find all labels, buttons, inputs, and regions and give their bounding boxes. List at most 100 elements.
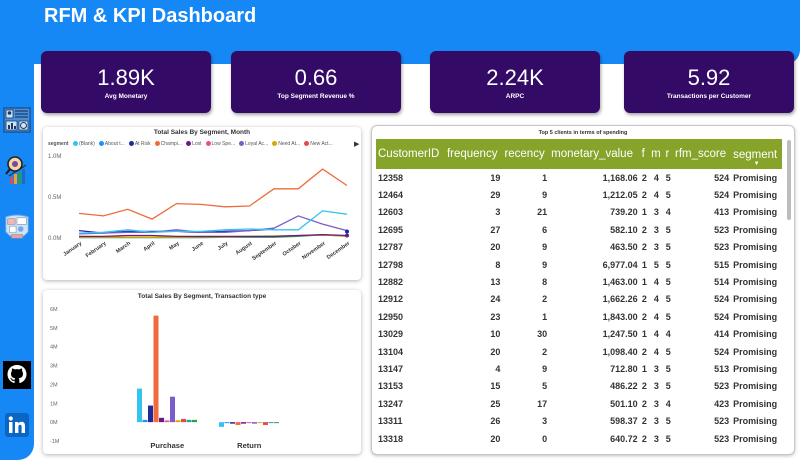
legend-item[interactable]: Loyal Ac... [239, 141, 268, 147]
table-row[interactable]: 12882 13 8 1,463.00 1 4 5 514 Promising [376, 273, 782, 290]
legend-item[interactable]: Need At... [272, 141, 300, 147]
table-row[interactable]: 12798 8 9 6,977.04 1 5 5 515 Promising [376, 256, 782, 273]
legend-item[interactable]: Low Spe... [205, 141, 235, 147]
column-header-label: recency [504, 148, 545, 160]
bar-return-at-risk[interactable] [230, 422, 235, 424]
table-row[interactable]: 12912 24 2 1,662.26 2 4 5 524 Promising [376, 291, 782, 308]
series-line--blank-[interactable] [78, 210, 348, 234]
bar-purchase-new-active[interactable] [181, 418, 186, 423]
table-row[interactable]: 12603 3 21 739.20 1 3 4 413 Promising [376, 204, 782, 221]
cell-f: 2 [641, 224, 647, 235]
y-tick-label: 2M [50, 382, 58, 388]
table-row[interactable]: 12358 19 1 1,168.06 2 4 5 524 Promising [376, 169, 782, 186]
series-line-champions[interactable] [78, 168, 348, 220]
bar-return--blank-[interactable] [219, 422, 224, 427]
column-header-label: m [651, 148, 661, 160]
table-row[interactable]: 13147 4 9 712.80 1 3 5 513 Promising [376, 360, 782, 377]
table-row[interactable]: 12950 23 1 1,843.00 2 4 5 524 Promising [376, 308, 782, 325]
legend-dot [72, 141, 78, 146]
bar-purchase-at-risk[interactable] [148, 405, 153, 423]
column-header-f[interactable]: f [639, 139, 650, 169]
bar-return-about-to-sleep[interactable] [224, 422, 230, 424]
bar-return-lost[interactable] [241, 422, 246, 424]
cell-r: 5 [665, 259, 671, 270]
cell-segment: Promising [733, 294, 778, 305]
cell-r: 4 [665, 207, 671, 218]
bar-return-loyal-accounts[interactable] [252, 422, 257, 424]
legend-item[interactable]: At Risk [128, 141, 151, 147]
bar-purchase-low-spenders[interactable] [164, 420, 170, 423]
cell-customerid: 13247 [378, 398, 404, 409]
bar-purchase--blank-[interactable] [137, 388, 142, 423]
cell-f: 2 [641, 242, 647, 253]
bar-return-potential[interactable] [268, 422, 274, 424]
table-row[interactable]: 13318 20 0 640.72 2 3 5 523 Promising [376, 430, 782, 447]
column-header-r[interactable]: r [663, 139, 673, 169]
github-icon[interactable] [3, 361, 31, 389]
dashboard-collage-icon[interactable] [3, 212, 31, 246]
column-header-frequency[interactable]: frequency [444, 139, 503, 169]
cell-f: 1 [641, 277, 647, 288]
legend-label: Champi... [160, 141, 183, 147]
y-tick-label: 4M [50, 345, 58, 351]
legend-dot [128, 141, 134, 146]
cell-customerid: 12464 [378, 190, 404, 201]
table-scrollbar[interactable] [787, 140, 791, 220]
table-row[interactable]: 13247 25 17 501.10 2 3 4 423 Promising [376, 395, 782, 412]
bar-purchase-champions[interactable] [153, 315, 159, 423]
column-header-customerid[interactable]: CustomerID [376, 139, 445, 169]
column-header-m[interactable]: m [649, 139, 664, 169]
table-row[interactable]: 12695 27 6 582.10 2 3 5 523 Promising [376, 221, 782, 238]
bar-purchase-need-attention[interactable] [175, 420, 181, 423]
cell-customerid: 13311 [378, 416, 403, 427]
legend-item[interactable]: About t... [98, 141, 125, 147]
analytics-search-icon[interactable] [3, 156, 31, 184]
table-row[interactable]: 13104 20 2 1,098.40 2 4 5 524 Promising [376, 343, 782, 360]
column-header-recency[interactable]: recency [502, 139, 550, 169]
legend-item[interactable]: Champi... [154, 141, 183, 147]
legend-item[interactable]: (Blank) [72, 141, 95, 147]
cell-m: 3 [653, 416, 659, 427]
table-row[interactable]: 13311 26 3 598.37 2 3 5 523 Promising [376, 412, 782, 429]
table-row[interactable]: 13029 10 30 1,247.50 1 4 4 414 Promising [376, 326, 782, 343]
line-chart-card[interactable]: Total Sales By Segment, Month segment (B… [43, 127, 361, 280]
bar-purchase-potential[interactable] [186, 419, 192, 423]
series-line-lost[interactable] [79, 234, 348, 238]
column-header-rfm-score[interactable]: rfm_score [673, 139, 732, 169]
cell-segment: Promising [733, 172, 778, 183]
cell-segment: Promising [733, 311, 778, 322]
cell-frequency: 26 [490, 416, 501, 427]
column-header-monetary-value[interactable]: monetary_value [549, 139, 640, 169]
bar-return-champions[interactable] [235, 422, 241, 425]
bar-return-promising[interactable] [274, 422, 279, 424]
bar-chart-card[interactable]: Total Sales By Segment, Transaction type… [43, 290, 361, 454]
legend-item[interactable]: New Act... [304, 141, 333, 147]
bar-purchase-loyal-accounts[interactable] [170, 396, 175, 423]
bar-purchase-about-to-sleep[interactable] [142, 419, 148, 423]
legend-label: Loyal Ac... [245, 141, 269, 147]
legend-item[interactable]: Lost [186, 141, 202, 147]
bar-purchase-lost[interactable] [159, 417, 164, 423]
table-row[interactable]: 12787 20 9 463.50 2 3 5 523 Promising [376, 239, 782, 256]
bar-return-new-active[interactable] [263, 422, 268, 425]
cell-f: 1 [641, 329, 647, 340]
bar-return-low-spenders[interactable] [246, 422, 252, 424]
legend-next-arrow-icon[interactable]: ▶ [354, 141, 360, 148]
table-row[interactable]: 12464 29 9 1,212.05 2 4 5 524 Promising [376, 186, 782, 203]
sort-descending-icon[interactable]: ▼ [753, 160, 760, 167]
cell-monetary-value: 1,247.50 [602, 329, 638, 340]
linkedin-icon[interactable] [3, 411, 31, 439]
cell-segment: Promising [733, 329, 778, 340]
series-line-loyal-accounts[interactable] [78, 215, 348, 235]
bar-return-need-attention[interactable] [257, 422, 263, 424]
customer-report-icon[interactable] [3, 106, 31, 134]
cell-f: 2 [641, 346, 647, 357]
cell-m: 3 [653, 242, 659, 253]
legend-dot [272, 141, 278, 146]
table-row[interactable]: 13153 15 5 486.22 2 3 5 523 Promising [376, 378, 782, 395]
bar-purchase-promising[interactable] [192, 419, 197, 423]
cell-m: 3 [653, 398, 659, 409]
column-header-segment[interactable]: segment ▼ [731, 139, 782, 169]
series-end-marker [345, 233, 349, 238]
cell-frequency: 4 [495, 363, 501, 374]
